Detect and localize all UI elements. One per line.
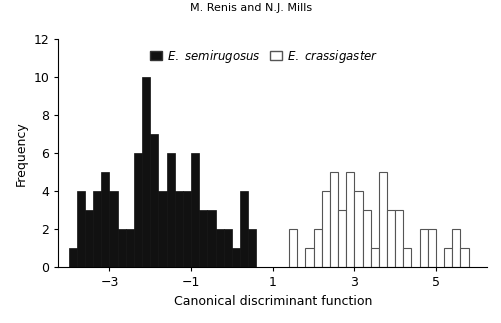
Bar: [443, 248, 451, 267]
Bar: [346, 172, 354, 267]
Bar: [402, 248, 411, 267]
Bar: [451, 229, 459, 267]
Bar: [248, 229, 256, 267]
Bar: [69, 248, 77, 267]
Bar: [239, 192, 248, 267]
Bar: [231, 248, 239, 267]
Bar: [158, 192, 166, 267]
Bar: [223, 229, 231, 267]
Bar: [191, 153, 199, 267]
Bar: [93, 192, 101, 267]
Bar: [150, 134, 158, 267]
Bar: [126, 229, 134, 267]
Bar: [77, 192, 85, 267]
Bar: [174, 192, 182, 267]
Bar: [459, 248, 468, 267]
Bar: [207, 210, 215, 267]
Bar: [109, 192, 117, 267]
Bar: [142, 78, 150, 267]
Bar: [386, 210, 394, 267]
Bar: [321, 192, 329, 267]
Bar: [313, 229, 321, 267]
Bar: [305, 248, 313, 267]
Legend: $\it{E.\ semirugosus}$, $\it{E.\ crassigaster}$: $\it{E.\ semirugosus}$, $\it{E.\ crassig…: [148, 45, 380, 67]
Bar: [134, 153, 142, 267]
Text: M. Renis and N.J. Mills: M. Renis and N.J. Mills: [189, 3, 312, 13]
X-axis label: Canonical discriminant function: Canonical discriminant function: [173, 295, 371, 308]
Bar: [289, 229, 297, 267]
Bar: [419, 229, 427, 267]
Bar: [337, 210, 346, 267]
Bar: [117, 229, 126, 267]
Bar: [427, 229, 435, 267]
Bar: [378, 172, 386, 267]
Bar: [329, 172, 337, 267]
Bar: [199, 210, 207, 267]
Bar: [85, 210, 93, 267]
Bar: [166, 153, 174, 267]
Y-axis label: Frequency: Frequency: [15, 121, 28, 186]
Bar: [182, 192, 191, 267]
Bar: [394, 210, 402, 267]
Bar: [370, 248, 378, 267]
Bar: [362, 210, 370, 267]
Bar: [215, 229, 223, 267]
Bar: [101, 172, 109, 267]
Bar: [354, 192, 362, 267]
